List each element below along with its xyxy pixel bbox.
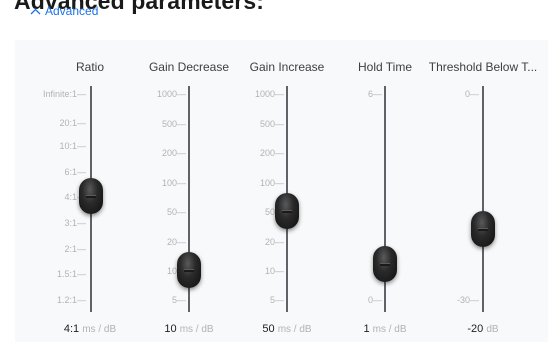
advanced-toggle[interactable]: Advanced bbox=[30, 3, 98, 19]
tick-label: 200— bbox=[161, 148, 186, 158]
slider-title: Gain Decrease bbox=[148, 60, 230, 74]
advanced-toggle-label: Advanced bbox=[45, 4, 99, 18]
slider-readout: 50 ms / dB bbox=[213, 323, 361, 335]
tick-label: 4:1— bbox=[64, 192, 86, 202]
slider-title: Ratio bbox=[75, 60, 104, 74]
slider-value: -20 bbox=[467, 323, 484, 335]
tick-label: 100— bbox=[259, 178, 284, 188]
tick-label: Infinite:1— bbox=[42, 89, 86, 99]
slider-readout: -20 dB bbox=[409, 323, 552, 335]
slider-track[interactable] bbox=[188, 86, 190, 312]
slider-value: 10 bbox=[164, 323, 177, 335]
slider-gain-decrease: Gain Decrease 1000— 500— 200— 100— 50— 2… bbox=[115, 40, 263, 342]
page-heading: Advanced parameters: bbox=[14, 0, 264, 14]
tick-label: 20— bbox=[264, 237, 284, 247]
slider-unit: dB bbox=[486, 324, 499, 335]
slider-value: 50 bbox=[262, 323, 275, 335]
slider-value: 4:1 bbox=[63, 323, 80, 335]
tick-label: 50— bbox=[265, 206, 284, 218]
slider-hold-time: Hold Time 6— 0— 1 ms / dB bbox=[311, 40, 459, 342]
tick-label: 1000— bbox=[156, 89, 186, 99]
tick-label: 100— bbox=[161, 178, 186, 188]
slider-unit: ms / dB bbox=[179, 324, 214, 335]
slider-thumb[interactable] bbox=[177, 252, 201, 288]
slider-track[interactable] bbox=[482, 86, 484, 312]
tick-label: 5— bbox=[171, 295, 186, 305]
tick-label: 20— bbox=[166, 237, 186, 247]
tick-label: 10— bbox=[167, 265, 186, 277]
tick-label: 0— bbox=[367, 295, 382, 305]
slider-ratio: Ratio Infinite:1— 20:1— 10:1— 6:1— 4:1— … bbox=[15, 40, 165, 342]
tick-label: 1.5:1— bbox=[56, 269, 86, 279]
tick-label: 500— bbox=[161, 119, 186, 129]
tick-label: 1.2:1— bbox=[56, 295, 86, 305]
advanced-parameters-panel: Ratio Infinite:1— 20:1— 10:1— 6:1— 4:1— … bbox=[15, 40, 548, 342]
tick-label: 0— bbox=[464, 89, 479, 99]
tick-label: 200— bbox=[259, 148, 284, 158]
slider-unit: ms / dB bbox=[82, 324, 117, 335]
slider-readout: 1 ms / dB bbox=[311, 323, 459, 335]
slider-readout: 4:1 ms / dB bbox=[15, 323, 165, 335]
tick-label: 6— bbox=[367, 89, 382, 99]
slider-thumb[interactable] bbox=[471, 211, 495, 247]
slider-gain-increase: Gain Increase 1000— 500— 200— 100— 50— 2… bbox=[213, 40, 361, 342]
tick-label: 6:1— bbox=[64, 167, 86, 177]
slider-unit: ms / dB bbox=[277, 324, 312, 335]
slider-value: 1 bbox=[363, 323, 370, 335]
slider-unit: ms / dB bbox=[372, 324, 407, 335]
tick-label: 5— bbox=[269, 295, 284, 305]
tick-label: 50— bbox=[166, 207, 186, 217]
tick-label: 3:1— bbox=[64, 218, 86, 228]
tick-label: 10:1— bbox=[59, 141, 86, 151]
tick-label: -30— bbox=[456, 295, 479, 305]
slider-track[interactable] bbox=[384, 86, 386, 312]
slider-threshold-below: Threshold Below T... 0— -30— -20 dB bbox=[409, 40, 548, 342]
slider-title: Hold Time bbox=[357, 60, 413, 74]
slider-thumb[interactable] bbox=[373, 246, 397, 282]
slider-title: Threshold Below T... bbox=[428, 60, 538, 74]
tick-label: 20:1— bbox=[59, 118, 86, 128]
tick-label: 2:1— bbox=[64, 244, 86, 254]
tick-label: 1000— bbox=[254, 89, 284, 99]
tick-label: 10— bbox=[264, 266, 284, 276]
slider-readout: 10 ms / dB bbox=[115, 323, 263, 335]
slider-title: Gain Increase bbox=[249, 60, 325, 74]
slider-thumb[interactable] bbox=[275, 193, 299, 229]
chevron-up-icon bbox=[30, 8, 41, 14]
tick-label: 500— bbox=[259, 119, 284, 129]
slider-thumb[interactable] bbox=[79, 178, 103, 214]
